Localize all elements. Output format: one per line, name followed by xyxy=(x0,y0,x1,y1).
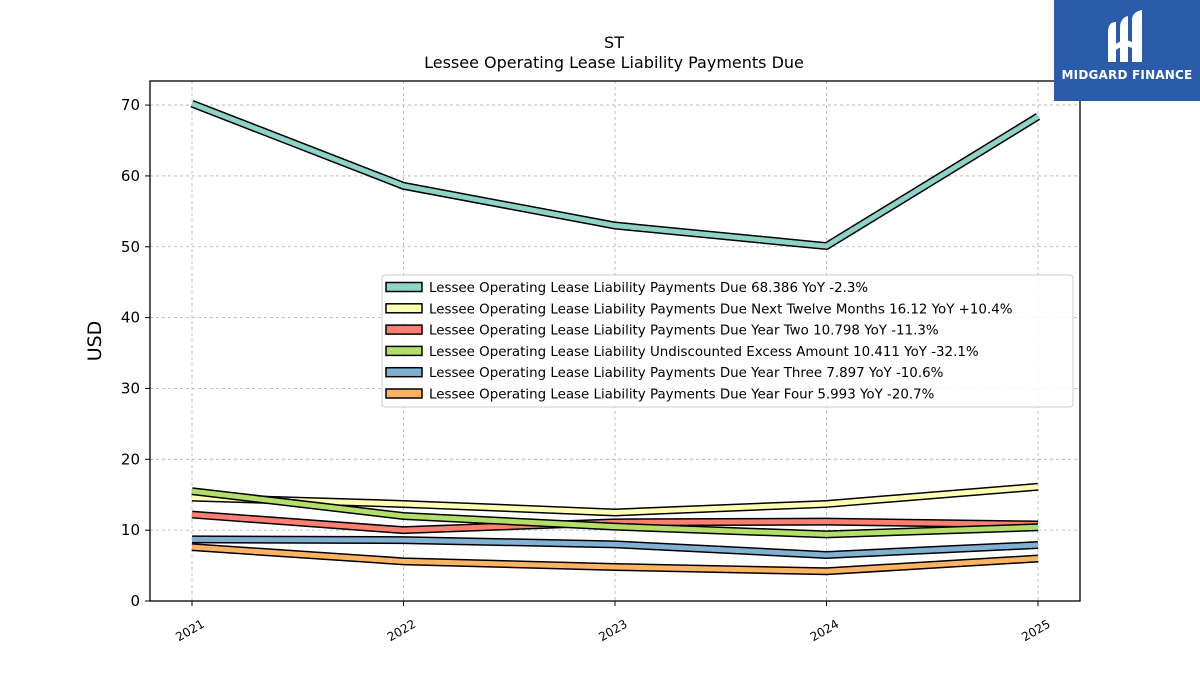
legend-frame xyxy=(381,274,1074,408)
series-line xyxy=(191,101,1040,249)
x-tick-label: 2021 xyxy=(173,617,206,644)
x-tick-label: 2025 xyxy=(1019,617,1052,644)
y-tick-label: 40 xyxy=(121,309,140,327)
series-line xyxy=(191,512,1039,533)
x-tick-label: 2023 xyxy=(596,617,629,644)
legend-swatch xyxy=(385,281,423,293)
series-line xyxy=(191,536,1039,558)
legend-label: Lessee Operating Lease Liability Payment… xyxy=(429,366,943,381)
legend-label: Lessee Operating Lease Liability Undisco… xyxy=(429,345,979,360)
logo-mark-icon xyxy=(1108,10,1142,62)
y-tick-label: 0 xyxy=(130,592,140,610)
x-tick-label: 2024 xyxy=(808,617,841,644)
series-line xyxy=(191,544,1039,574)
x-tick-label: 2022 xyxy=(385,617,418,644)
title-block: ST Lessee Operating Lease Liability Paym… xyxy=(424,33,804,72)
y-tick-label: 20 xyxy=(121,450,140,468)
y-tick-label: 70 xyxy=(121,96,140,114)
chart-title: ST xyxy=(604,33,624,52)
legend-swatch xyxy=(385,303,423,314)
legend-swatch xyxy=(385,345,423,357)
series-line xyxy=(191,488,1039,537)
x-axis: 2021 2022 2023 2024 2025 xyxy=(173,601,1053,644)
legend-swatch xyxy=(385,366,423,378)
legend-label: Lessee Operating Lease Liability Payment… xyxy=(429,388,934,403)
y-tick-label: 30 xyxy=(121,379,140,397)
legend-label: Lessee Operating Lease Liability Payment… xyxy=(429,281,868,296)
legend-label: Lessee Operating Lease Liability Payment… xyxy=(429,302,1012,317)
legend-swatch xyxy=(385,388,423,399)
legend-swatch xyxy=(385,324,423,335)
legend-label: Lessee Operating Lease Liability Payment… xyxy=(429,324,939,339)
brand-logo: MIDGARD FINANCE xyxy=(1054,0,1200,101)
legend: Lessee Operating Lease Liability Payment… xyxy=(381,274,1074,408)
logo-text: MIDGARD FINANCE xyxy=(1061,68,1193,82)
y-axis-label: USD xyxy=(84,321,106,362)
y-tick-label: 60 xyxy=(121,167,140,185)
chart-subtitle: Lessee Operating Lease Liability Payment… xyxy=(424,53,804,72)
y-axis: 0 10 20 30 40 50 60 70 xyxy=(121,96,150,610)
y-tick-label: 10 xyxy=(121,521,140,539)
series-line xyxy=(191,484,1039,515)
y-tick-label: 50 xyxy=(121,238,140,256)
series-lines xyxy=(190,99,1041,576)
